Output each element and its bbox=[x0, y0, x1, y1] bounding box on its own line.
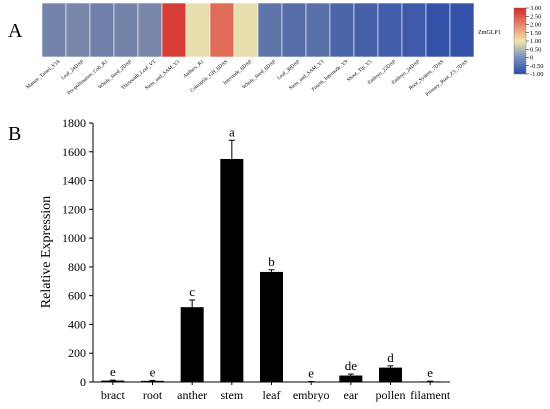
heatmap-cell bbox=[377, 2, 403, 58]
heatmap-cell bbox=[281, 2, 307, 58]
significance-letter: e bbox=[150, 364, 156, 379]
heatmap-cell bbox=[425, 2, 451, 58]
x-tick-label: anther bbox=[177, 388, 207, 402]
y-tick-label: 200 bbox=[68, 346, 86, 360]
heatmap-cell bbox=[401, 2, 427, 58]
significance-letter: a bbox=[229, 124, 235, 139]
colorbar-tick-label: 1.50 bbox=[530, 30, 541, 37]
colorbar-tick-label: 2.50 bbox=[530, 13, 541, 20]
significance-letter: e bbox=[110, 364, 116, 379]
heatmap-cell bbox=[305, 2, 331, 58]
y-tick-label: 800 bbox=[68, 260, 86, 274]
significance-letter: d bbox=[387, 350, 394, 365]
heatmap-cell bbox=[137, 2, 163, 58]
bar bbox=[418, 381, 442, 383]
x-tick-label: root bbox=[143, 388, 163, 402]
colorbar-tick-label: 2.00 bbox=[530, 22, 541, 29]
heatmap-cell bbox=[353, 2, 379, 58]
x-tick-label: leaf bbox=[263, 388, 281, 402]
y-tick-label: 0 bbox=[80, 375, 86, 389]
colorbar-tick-label: -1.00 bbox=[530, 71, 544, 78]
y-tick-label: 600 bbox=[68, 289, 86, 303]
bar bbox=[180, 307, 204, 382]
bar-chart: 0 200 400 600 800 1000 1200 1400 1600 1800 e bract e… bbox=[62, 116, 451, 402]
heatmap-cell bbox=[257, 2, 283, 58]
y-tick-label: 1000 bbox=[62, 231, 86, 245]
significance-letter: b bbox=[268, 254, 275, 269]
heatmap-cell bbox=[185, 2, 211, 58]
bar bbox=[101, 380, 125, 382]
y-tick-label: 400 bbox=[68, 317, 86, 331]
significance-letter: e bbox=[427, 365, 433, 380]
colorbar-ticks: 3.002.50 2.001.501.000.50 0-0.50-1.00 bbox=[526, 5, 544, 78]
y-tick-label: 1200 bbox=[62, 202, 86, 216]
heatmap-cell bbox=[329, 2, 355, 58]
colorbar-tick-label: -0.50 bbox=[530, 63, 544, 70]
panel-b-label: B bbox=[8, 123, 21, 145]
heatmap-cell bbox=[161, 2, 187, 58]
bar bbox=[339, 375, 363, 382]
heatmap-row-label: ZmGLP1 bbox=[478, 30, 501, 36]
bar bbox=[140, 380, 165, 382]
panel-a-label: A bbox=[8, 20, 23, 42]
bar bbox=[220, 158, 244, 382]
x-tick-label: ear bbox=[344, 388, 359, 402]
x-tick-label: embryo bbox=[293, 388, 330, 402]
heatmap-column-label: Anthers_R1 bbox=[182, 59, 205, 80]
heatmap-cell bbox=[41, 2, 67, 58]
heatmap-cell bbox=[233, 2, 259, 58]
y-tick-label: 1400 bbox=[62, 174, 86, 188]
y-axis-label: Relative Expression bbox=[39, 196, 54, 308]
significance-letter: c bbox=[189, 284, 195, 299]
heatmap-column-label: Pre-pollination_Cob_R1 bbox=[66, 59, 109, 97]
heatmap-cell bbox=[89, 2, 115, 58]
significance-letter: e bbox=[308, 366, 314, 381]
heatmap-cell bbox=[65, 2, 91, 58]
heatmap-column-label: Mature_Tassel_V18 bbox=[25, 59, 61, 91]
colorbar-tick-label: 3.00 bbox=[530, 5, 541, 12]
significance-letter: de bbox=[345, 358, 358, 373]
y-tick-label: 1800 bbox=[62, 116, 86, 130]
x-tick-label: stem bbox=[220, 388, 243, 402]
heatmap-cell bbox=[209, 2, 235, 58]
colorbar-tick-label: 1.00 bbox=[530, 38, 541, 45]
x-tick-label: pollen bbox=[376, 388, 406, 402]
bar bbox=[378, 367, 403, 382]
x-tick-label: filament bbox=[410, 388, 451, 402]
y-tick-label: 1600 bbox=[62, 145, 86, 159]
x-tick-label: bract bbox=[101, 388, 126, 402]
heatmap: Mature_Tassel_V18Leaf_24DAPPre-pollinati… bbox=[25, 2, 475, 98]
colorbar bbox=[513, 7, 527, 75]
heatmap-cell bbox=[113, 2, 139, 58]
colorbar-tick-label: 0 bbox=[530, 55, 533, 62]
colorbar-tick-label: 0.50 bbox=[530, 46, 541, 53]
heatmap-column-label: Primary_Root_Z3_7DAS bbox=[425, 59, 470, 98]
bar bbox=[259, 271, 284, 382]
heatmap-cell bbox=[449, 2, 475, 58]
